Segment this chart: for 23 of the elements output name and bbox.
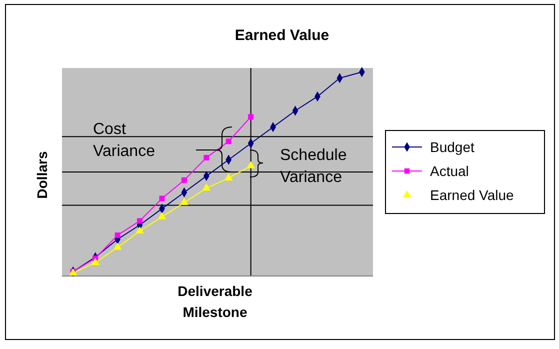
point — [181, 177, 187, 183]
point — [224, 173, 233, 180]
x-axis-title: Deliverable Milestone — [178, 283, 253, 320]
point — [113, 242, 122, 250]
chart-title: Earned Value — [234, 27, 330, 44]
point — [226, 138, 232, 144]
point — [159, 196, 165, 202]
annotation: Schedule Variance — [280, 147, 347, 186]
point — [246, 161, 255, 168]
legend-label: Budget — [430, 139, 474, 155]
point — [202, 183, 211, 191]
point — [136, 226, 144, 234]
annotation: Cost Variance — [93, 121, 156, 160]
point — [180, 198, 188, 205]
point — [204, 154, 210, 160]
point — [248, 114, 254, 120]
legend-label: Earned Value — [430, 187, 514, 203]
legend-label: Actual — [430, 163, 469, 179]
point — [114, 232, 120, 238]
point — [91, 258, 100, 265]
y-axis-title: Dollars — [34, 151, 50, 199]
point — [158, 212, 166, 220]
point — [137, 218, 142, 224]
